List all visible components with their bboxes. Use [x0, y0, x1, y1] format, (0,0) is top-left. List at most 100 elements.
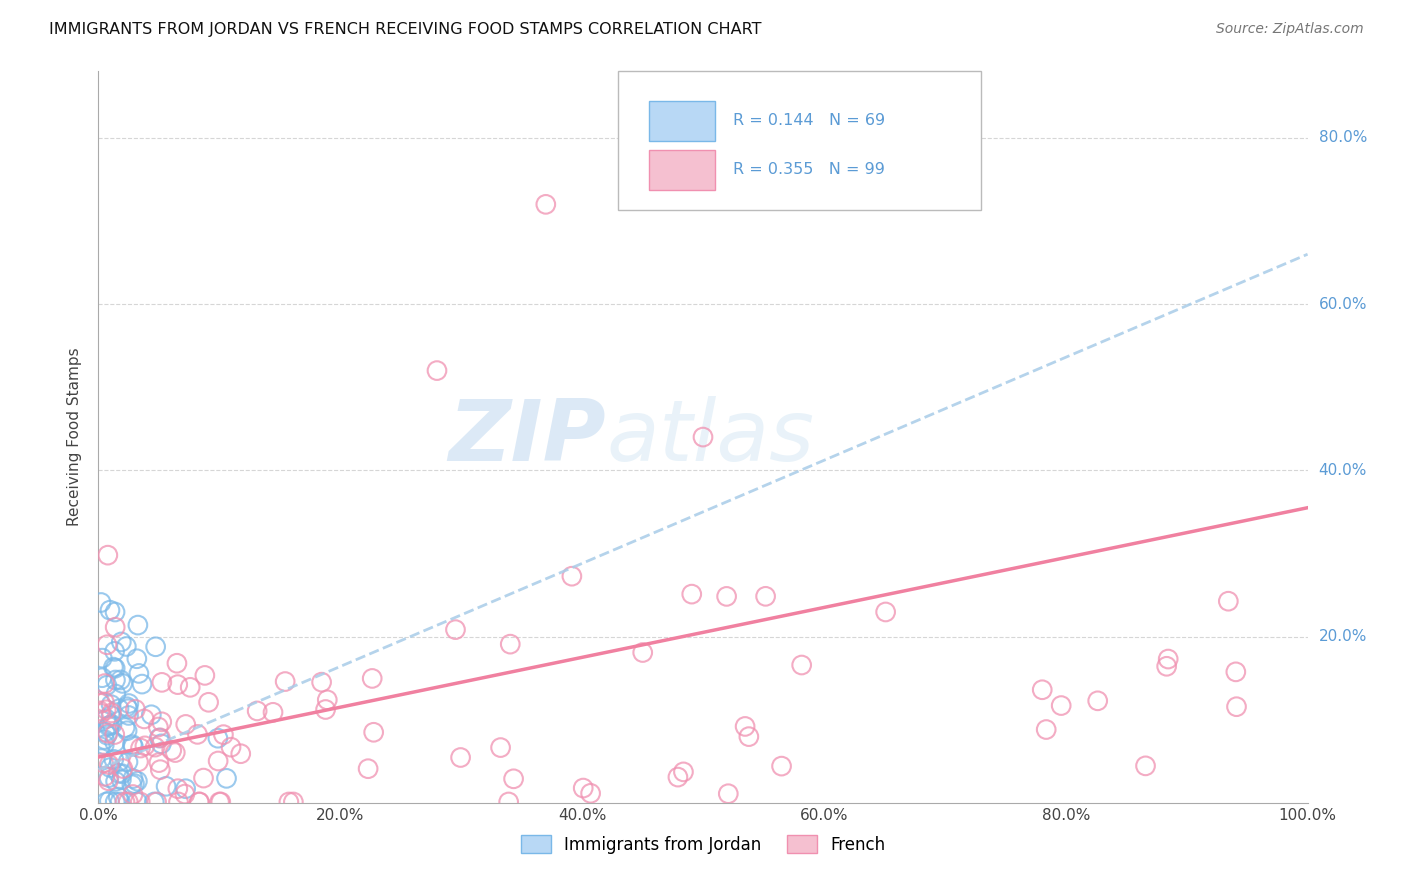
Point	[148, 756, 170, 770]
Point	[283, 795, 305, 809]
FancyBboxPatch shape	[619, 71, 981, 211]
Point	[125, 652, 148, 666]
Text: R = 0.144   N = 69: R = 0.144 N = 69	[734, 113, 886, 128]
Point	[104, 661, 127, 675]
Point	[188, 795, 211, 809]
Point	[117, 702, 139, 716]
Point	[738, 730, 761, 744]
Point	[121, 738, 143, 752]
Point	[1218, 594, 1240, 608]
Point	[692, 430, 714, 444]
Point	[716, 590, 738, 604]
Point	[681, 587, 703, 601]
Point	[148, 720, 170, 734]
Point	[215, 772, 238, 786]
Point	[128, 666, 150, 681]
Point	[100, 708, 122, 723]
Point	[108, 702, 131, 716]
Point	[145, 640, 167, 654]
Point	[104, 795, 127, 809]
Point	[1157, 652, 1180, 666]
Point	[104, 644, 127, 658]
Point	[100, 698, 122, 712]
Point	[534, 197, 557, 211]
Point	[1050, 698, 1073, 713]
Point	[122, 788, 145, 802]
Point	[111, 676, 134, 690]
Point	[127, 795, 149, 809]
Point	[755, 590, 778, 604]
Point	[118, 697, 141, 711]
Point	[274, 674, 297, 689]
Point	[96, 703, 118, 717]
Point	[104, 727, 127, 741]
Point	[127, 618, 149, 632]
Point	[145, 795, 167, 809]
Point	[875, 605, 897, 619]
Point	[148, 731, 170, 745]
Point	[96, 795, 118, 809]
Text: Source: ZipAtlas.com: Source: ZipAtlas.com	[1216, 22, 1364, 37]
Point	[361, 672, 384, 686]
Point	[149, 731, 172, 745]
Point	[229, 747, 252, 761]
Point	[108, 754, 131, 768]
Point	[572, 780, 595, 795]
Point	[502, 772, 524, 786]
Point	[93, 738, 115, 752]
Point	[150, 714, 173, 729]
Point	[107, 766, 129, 780]
Point	[96, 638, 118, 652]
Point	[98, 794, 121, 808]
Text: 60.0%: 60.0%	[1319, 297, 1367, 311]
Point	[110, 772, 132, 787]
Point	[155, 779, 177, 793]
Point	[188, 795, 211, 809]
Point	[93, 756, 115, 770]
Point	[91, 651, 114, 665]
Point	[208, 795, 231, 809]
Point	[315, 702, 337, 716]
Bar	[648, 150, 716, 190]
Point	[450, 750, 472, 764]
Point	[124, 702, 146, 716]
Point	[90, 696, 112, 710]
Point	[111, 762, 134, 776]
Point	[631, 646, 654, 660]
Point	[117, 755, 139, 769]
Point	[107, 790, 129, 805]
Text: 80.0%: 80.0%	[1319, 130, 1367, 145]
Point	[173, 787, 195, 801]
Text: ZIP: ZIP	[449, 395, 606, 479]
Point	[1135, 759, 1157, 773]
Point	[179, 681, 201, 695]
Point	[499, 637, 522, 651]
Point	[150, 675, 173, 690]
Point	[143, 795, 166, 809]
Text: 40.0%: 40.0%	[1319, 463, 1367, 478]
Point	[97, 719, 120, 733]
Text: atlas: atlas	[606, 395, 814, 479]
Point	[166, 657, 188, 671]
Text: 20.0%: 20.0%	[1319, 629, 1367, 644]
Point	[110, 673, 132, 687]
Point	[174, 717, 197, 731]
Point	[114, 795, 136, 809]
Point	[94, 769, 117, 783]
Point	[127, 774, 149, 789]
Point	[207, 754, 229, 768]
Point	[143, 740, 166, 755]
Point	[100, 706, 122, 720]
Point	[246, 704, 269, 718]
Point	[141, 707, 163, 722]
Point	[197, 695, 219, 709]
Point	[1031, 682, 1053, 697]
Point	[357, 762, 380, 776]
Point	[124, 776, 146, 790]
Point	[93, 676, 115, 690]
Point	[89, 704, 111, 718]
Point	[174, 781, 197, 796]
Point	[134, 712, 156, 726]
Point	[96, 712, 118, 726]
Point	[1156, 659, 1178, 673]
